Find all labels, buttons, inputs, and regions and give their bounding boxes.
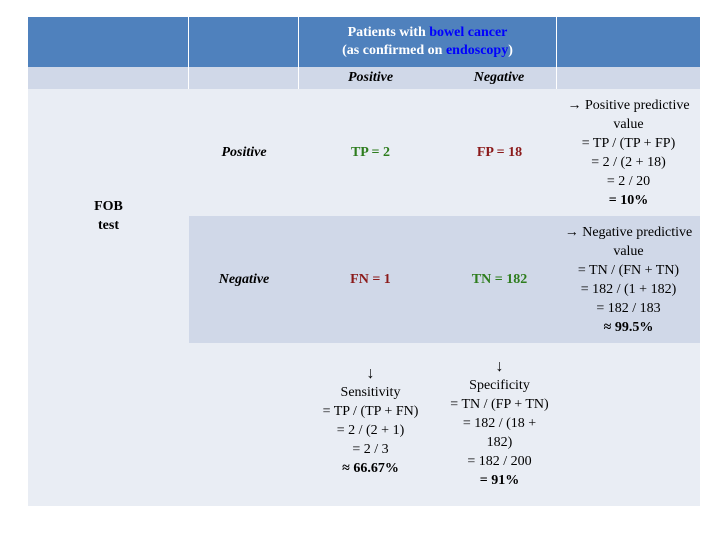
tp-value: TP = 2	[350, 144, 391, 160]
endoscopy-highlight: endoscopy	[445, 43, 509, 58]
down-arrow-icon: ↓	[366, 365, 375, 382]
false-negative-cell: FN = 1	[299, 216, 442, 343]
sensitivity-cell: ↓ Sensitivity = TP / (TP + FN) = 2 / (2 …	[322, 365, 419, 476]
subheader-right	[557, 67, 700, 89]
ppv-result: = 10%	[608, 192, 649, 208]
false-positive-cell: FP = 18	[442, 89, 557, 216]
sensitivity-result: ≈ 66.67%	[342, 461, 399, 476]
specificity-cell: ↓ Specificity = TN / (FP + TN) = 182 / (…	[450, 358, 549, 488]
fob-test-label: FOB test	[94, 199, 123, 233]
header-title: Patients with bowel cancer (as confirmed…	[299, 17, 557, 67]
down-arrow-icon: ↓	[495, 358, 504, 375]
ppv-cell: → Positive predictive value = TP / (TP +…	[567, 97, 690, 208]
header-cell-corner-2	[189, 17, 299, 67]
fp-value: FP = 18	[476, 144, 523, 160]
header-line-2: (as confirmed on endoscopy)	[342, 43, 513, 58]
tn-value: TN = 182	[471, 271, 528, 287]
row-label-negative: Negative	[189, 216, 299, 343]
specificity-result: = 91%	[479, 473, 520, 488]
true-negative-cell: TN = 182	[442, 216, 557, 343]
npv-cell: → Negative predictive value = TN / (FN +…	[557, 216, 700, 343]
subheader-corner-1	[28, 67, 189, 89]
header-cell-corner-1	[28, 17, 189, 67]
true-positive-cell: TP = 2	[299, 89, 442, 216]
fn-value: FN = 1	[350, 271, 391, 287]
subheader-positive: Positive	[299, 67, 442, 89]
bowel-cancer-highlight: bowel cancer	[429, 25, 508, 40]
subheader-corner-2	[189, 67, 299, 89]
row-label-positive: Positive	[221, 144, 267, 160]
header-cell-right	[557, 17, 700, 67]
subheader-negative: Negative	[442, 67, 557, 89]
header-line-1: Patients with bowel cancer	[347, 25, 508, 40]
npv-result: ≈ 99.5%	[603, 319, 654, 335]
